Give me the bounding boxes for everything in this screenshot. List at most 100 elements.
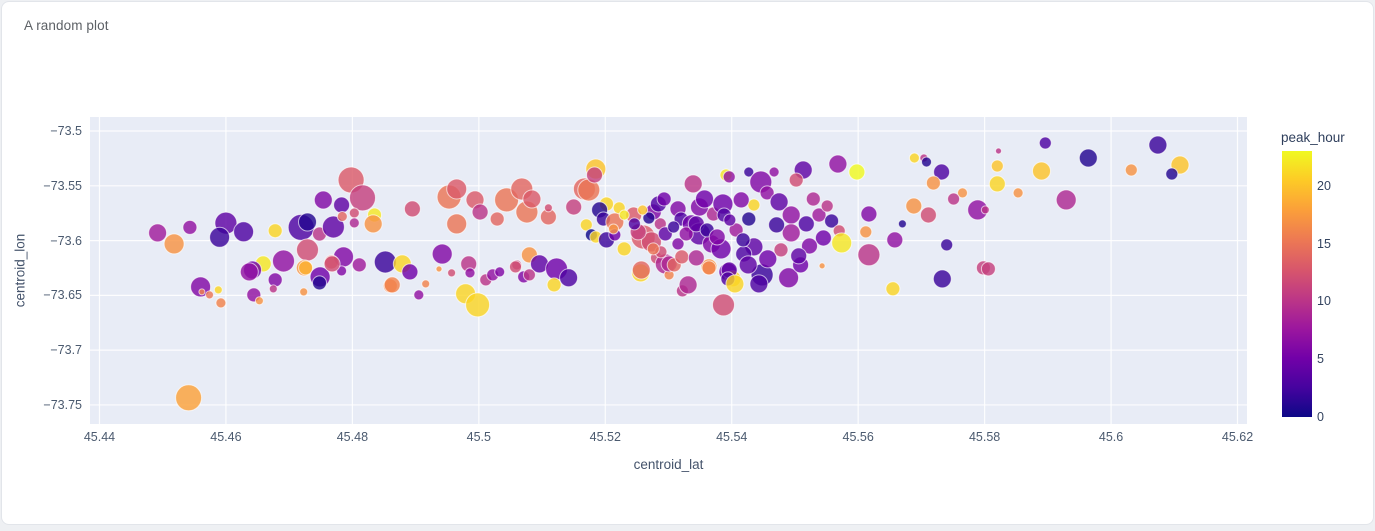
scatter-point[interactable] <box>980 205 990 215</box>
plot-area[interactable] <box>90 117 1247 424</box>
scatter-point[interactable] <box>667 220 681 234</box>
scatter-point[interactable] <box>321 215 345 239</box>
scatter-point[interactable] <box>773 242 789 258</box>
scatter-point[interactable] <box>995 147 1002 155</box>
scatter-point[interactable] <box>509 260 522 274</box>
scatter-point[interactable] <box>933 163 951 181</box>
scatter-point[interactable] <box>413 289 425 301</box>
scatter-point[interactable] <box>768 216 786 234</box>
scatter-point[interactable] <box>435 265 443 273</box>
scatter-point[interactable] <box>631 260 651 280</box>
scatter-point[interactable] <box>323 255 341 273</box>
scatter-point[interactable] <box>769 192 789 212</box>
scatter-point[interactable] <box>268 284 278 294</box>
scatter-point[interactable] <box>671 237 685 251</box>
scatter-point[interactable] <box>725 274 745 294</box>
scatter-point[interactable] <box>1055 189 1077 211</box>
scatter-point[interactable] <box>947 192 961 206</box>
scatter-point[interactable] <box>701 260 717 276</box>
scatter-point[interactable] <box>860 205 878 223</box>
scatter-point[interactable] <box>465 292 491 318</box>
scatter-point[interactable] <box>801 237 818 255</box>
scatter-point[interactable] <box>471 203 489 221</box>
scatter-point[interactable] <box>735 232 751 248</box>
scatter-point[interactable] <box>885 281 901 297</box>
scatter-point[interactable] <box>797 215 815 233</box>
scatter-point[interactable] <box>148 223 168 243</box>
scatter-point[interactable] <box>254 296 264 306</box>
scatter-point[interactable] <box>722 170 736 184</box>
scatter-point[interactable] <box>919 206 937 224</box>
scatter-point[interactable] <box>990 159 1004 173</box>
scatter-point[interactable] <box>239 262 259 282</box>
scatter-point[interactable] <box>831 232 853 254</box>
scatter-point[interactable] <box>646 242 660 256</box>
scatter-point[interactable] <box>642 211 656 225</box>
scatter-point[interactable] <box>749 274 769 294</box>
scatter-point[interactable] <box>1038 136 1052 150</box>
scatter-point[interactable] <box>299 287 309 297</box>
scatter-point[interactable] <box>708 228 726 246</box>
scatter-point[interactable] <box>401 263 419 281</box>
scatter-point[interactable] <box>215 297 227 309</box>
scatter-point[interactable] <box>695 189 714 209</box>
scatter-point[interactable] <box>768 166 780 178</box>
scatter-point[interactable] <box>618 209 630 221</box>
scatter-point[interactable] <box>190 276 212 298</box>
scatter-point[interactable] <box>175 384 203 412</box>
scatter-point[interactable] <box>738 255 758 275</box>
scatter-point[interactable] <box>431 243 453 265</box>
scatter-point[interactable] <box>267 223 283 239</box>
scatter-point[interactable] <box>957 187 968 199</box>
scatter-point[interactable] <box>743 166 755 178</box>
scatter-point[interactable] <box>1165 167 1179 181</box>
scatter-point[interactable] <box>828 154 848 174</box>
scatter-point[interactable] <box>522 268 536 282</box>
scatter-point[interactable] <box>848 163 866 181</box>
scatter-point[interactable] <box>656 191 672 207</box>
scatter-point[interactable] <box>824 213 840 229</box>
scatter-point[interactable] <box>857 243 881 267</box>
scatter-point[interactable] <box>546 277 562 293</box>
scatter-point[interactable] <box>759 185 775 201</box>
scatter-point[interactable] <box>336 211 348 222</box>
scatter-point[interactable] <box>267 272 283 288</box>
scatter-point[interactable] <box>908 152 920 164</box>
scatter-point[interactable] <box>678 226 694 242</box>
scatter-point[interactable] <box>272 249 295 273</box>
scatter-point[interactable] <box>781 205 801 225</box>
scatter-point[interactable] <box>383 276 401 294</box>
scatter-point[interactable] <box>349 184 376 212</box>
scatter-point[interactable] <box>980 261 996 277</box>
scatter-point[interactable] <box>905 197 923 215</box>
scatter-point[interactable] <box>732 191 750 209</box>
scatter-point[interactable] <box>988 175 1006 193</box>
scatter-point[interactable] <box>333 196 351 214</box>
scatter-point[interactable] <box>403 200 421 218</box>
scatter-point[interactable] <box>543 203 553 213</box>
scatter-point[interactable] <box>859 225 873 239</box>
scatter-point[interactable] <box>712 293 735 317</box>
scatter-point[interactable] <box>1078 148 1098 168</box>
scatter-point[interactable] <box>921 156 932 168</box>
scatter-point[interactable] <box>818 262 826 270</box>
scatter-point[interactable] <box>1032 161 1051 181</box>
scatter-point[interactable] <box>1148 135 1168 155</box>
scatter-point[interactable] <box>925 175 941 191</box>
scatter-point[interactable] <box>182 219 198 235</box>
scatter-point[interactable] <box>298 260 314 276</box>
scatter-point[interactable] <box>447 268 457 278</box>
scatter-point[interactable] <box>363 214 383 234</box>
scatter-point[interactable] <box>747 198 761 212</box>
scatter-point[interactable] <box>741 211 757 227</box>
scatter-point[interactable] <box>348 217 360 229</box>
scatter-point[interactable] <box>886 231 904 249</box>
scatter-point[interactable] <box>820 199 834 213</box>
scatter-point[interactable] <box>790 247 808 265</box>
scatter-point[interactable] <box>313 190 333 210</box>
scatter-point[interactable] <box>1012 187 1024 199</box>
scatter-point[interactable] <box>637 204 649 216</box>
scatter-point[interactable] <box>678 275 698 295</box>
scatter-point[interactable] <box>233 221 255 243</box>
scatter-point[interactable] <box>213 285 223 295</box>
